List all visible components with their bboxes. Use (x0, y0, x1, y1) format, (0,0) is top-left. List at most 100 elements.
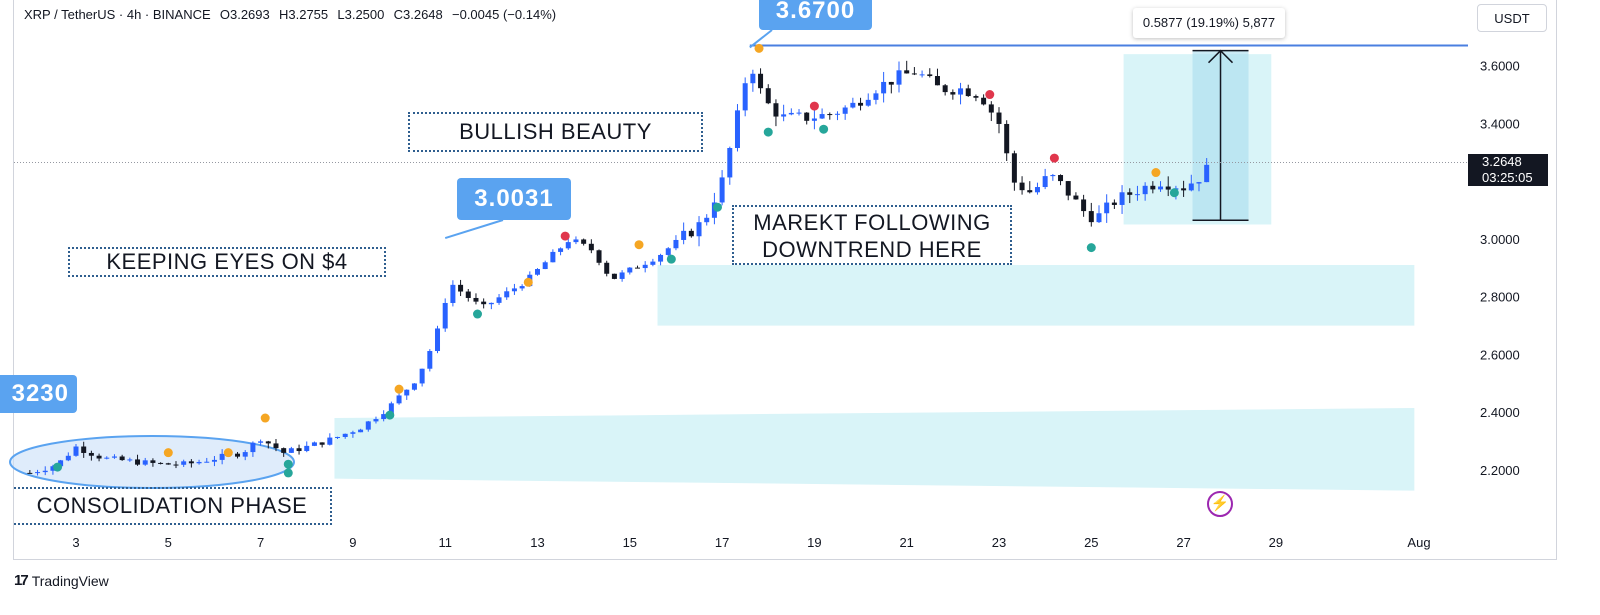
candle-body (250, 442, 256, 453)
candle-body (788, 112, 794, 115)
candle-body (165, 463, 171, 465)
tradingview-logo-icon: 17 (14, 572, 29, 589)
candle-body (1011, 153, 1017, 183)
candle-body (311, 442, 317, 446)
candle-body (804, 112, 810, 121)
candle-body (758, 73, 764, 89)
orange-marker (394, 384, 404, 394)
candle-body (1088, 211, 1094, 223)
candle-body (811, 118, 817, 121)
candle-body (727, 148, 733, 178)
y-tick-label: 3.4000 (1480, 116, 1520, 131)
candle-body (1004, 123, 1010, 154)
orange-marker (634, 240, 644, 250)
green-marker (712, 202, 722, 212)
candle-body (1058, 175, 1064, 182)
candle-body (1034, 187, 1040, 193)
candle-body (604, 262, 610, 274)
green-marker (1086, 243, 1096, 253)
candle-body (911, 73, 917, 75)
currency-button[interactable]: USDT (1477, 4, 1547, 32)
symbol-label[interactable]: XRP / TetherUS · 4h · BINANCE (24, 7, 211, 22)
candle-body (942, 85, 948, 93)
note-bullish: BULLISH BEAUTY (408, 112, 703, 152)
candle-body (81, 446, 87, 453)
candle-body (535, 269, 540, 275)
callout-left: 3230 (0, 375, 77, 413)
candle-body (88, 452, 94, 456)
candle-body (42, 470, 48, 473)
candle-body (1188, 183, 1194, 191)
callout-mid-pointer (444, 219, 504, 240)
candle-body (365, 421, 371, 430)
low-value: L3.2500 (337, 7, 385, 22)
candle-body (1181, 188, 1187, 191)
candle-body (888, 81, 894, 85)
candle-body (1134, 194, 1140, 196)
orange-marker (260, 413, 270, 423)
candle-body (1019, 182, 1025, 191)
y-tick-label: 2.4000 (1480, 405, 1520, 420)
candle-body (265, 441, 271, 444)
candle-body (450, 284, 456, 303)
candle-body (934, 76, 940, 86)
candle-body (342, 433, 348, 437)
candle-body (404, 389, 410, 396)
candle-body (65, 455, 71, 461)
measure-arrow-icon (1207, 49, 1234, 64)
candle-body (504, 291, 510, 298)
candle-body (765, 88, 771, 104)
candle-body (135, 459, 141, 465)
candle-body (142, 460, 148, 465)
candle-body (127, 459, 133, 461)
measure-label: 0.5877 (19.19%) 5,877 (1133, 8, 1285, 38)
candle-body (650, 261, 656, 265)
candle-body (865, 99, 871, 106)
candle-body (834, 113, 840, 115)
candle-body (442, 302, 448, 329)
x-tick-label: 5 (165, 535, 172, 550)
candle-body (111, 456, 117, 458)
candle-body (873, 93, 879, 100)
footer-brand: 17 TradingView (14, 572, 109, 589)
candle-body (634, 267, 640, 269)
x-tick-label: 9 (349, 535, 356, 550)
chart-frame (13, 0, 1557, 560)
candle-body (588, 243, 594, 251)
candle-body (381, 414, 387, 420)
candle-body (542, 262, 548, 270)
x-tick-label: 27 (1176, 535, 1190, 550)
candle-body (858, 102, 864, 106)
candle-body (496, 297, 502, 303)
candle-body (1119, 192, 1125, 205)
candle-body (373, 419, 379, 422)
y-tick-label: 2.6000 (1480, 347, 1520, 362)
candle-body (981, 97, 987, 105)
brand-name[interactable]: TradingView (31, 572, 109, 589)
candle-body (1127, 192, 1133, 195)
x-tick-label: 15 (623, 535, 637, 550)
candle-body (734, 110, 740, 149)
open-value: O3.2693 (219, 7, 270, 22)
candle-body (881, 81, 887, 94)
candle-body (850, 102, 856, 108)
candle-body (642, 264, 648, 269)
callout-mid: 3.0031 (457, 178, 571, 220)
candle-body (358, 429, 364, 433)
x-tick-label: 19 (807, 535, 821, 550)
lightning-event-icon[interactable]: ⚡ (1207, 491, 1233, 517)
callout-high-pointer (749, 29, 773, 49)
x-tick-label: 13 (530, 535, 544, 550)
x-tick-label: 11 (438, 535, 452, 550)
candle-body (158, 462, 164, 464)
x-tick-label: 3 (72, 535, 79, 550)
orange-marker (1151, 168, 1161, 178)
change-value: −0.0045 (−0.14%) (452, 7, 557, 22)
candle-body (1073, 195, 1079, 200)
price-chart[interactable]: 2.20002.40002.60002.80003.00003.20003.40… (0, 0, 1600, 560)
candle-body (296, 448, 302, 452)
y-tick-label: 3.6000 (1480, 59, 1520, 74)
candle-body (573, 239, 579, 243)
note-downtrend-line2: DOWNTREND HERE (762, 237, 982, 262)
green-marker (283, 459, 293, 469)
